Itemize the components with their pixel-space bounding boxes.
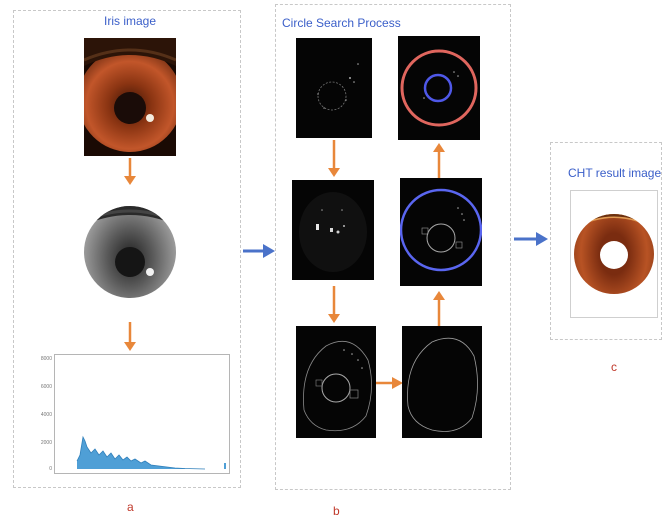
cht-result-iris: [570, 190, 658, 318]
histogram-y-tick: 4000: [40, 412, 52, 418]
histogram-y-tick: 0: [49, 466, 52, 472]
panel-b-circle-search: [275, 4, 511, 490]
arrow-right-a-to-b: [243, 244, 275, 263]
arrow-down-b2: [328, 286, 340, 329]
final-detected-circles: [398, 36, 480, 140]
panel-b-label: b: [333, 504, 340, 518]
arrow-down-b1: [328, 140, 340, 183]
iris-grayscale-photo: [82, 192, 178, 312]
panel-a-label: a: [127, 500, 134, 514]
panel-c-cht-result: [550, 142, 662, 340]
panel-c-label: c: [611, 360, 617, 374]
arrow-right-b3: [376, 376, 404, 394]
arrow-up-b5: [433, 142, 445, 183]
thresholded-map: [292, 180, 374, 280]
outer-circle-search: [400, 178, 482, 286]
panel-a-title: Iris image: [104, 14, 157, 28]
iris-color-photo: [84, 38, 176, 156]
arrow-right-b-to-c: [514, 232, 548, 251]
histogram-plot: [76, 435, 226, 470]
histogram-y-tick: 8000: [40, 356, 52, 362]
edge-map-initial: [296, 38, 372, 138]
histogram-y-tick: 6000: [40, 384, 52, 390]
arrow-down-a2: [124, 322, 136, 357]
panel-b-title: Circle Search Process: [282, 16, 401, 30]
panel-a-iris-image: [13, 10, 241, 488]
edge-map-detailed: [296, 326, 376, 438]
histogram-y-tick: 2000: [40, 440, 52, 446]
arrow-down-a1: [124, 158, 136, 191]
intensity-histogram: [54, 354, 230, 474]
arrow-up-b4: [433, 290, 445, 331]
panel-c-title: CHT result image: [568, 166, 662, 180]
outer-boundary-edge: [402, 326, 482, 438]
